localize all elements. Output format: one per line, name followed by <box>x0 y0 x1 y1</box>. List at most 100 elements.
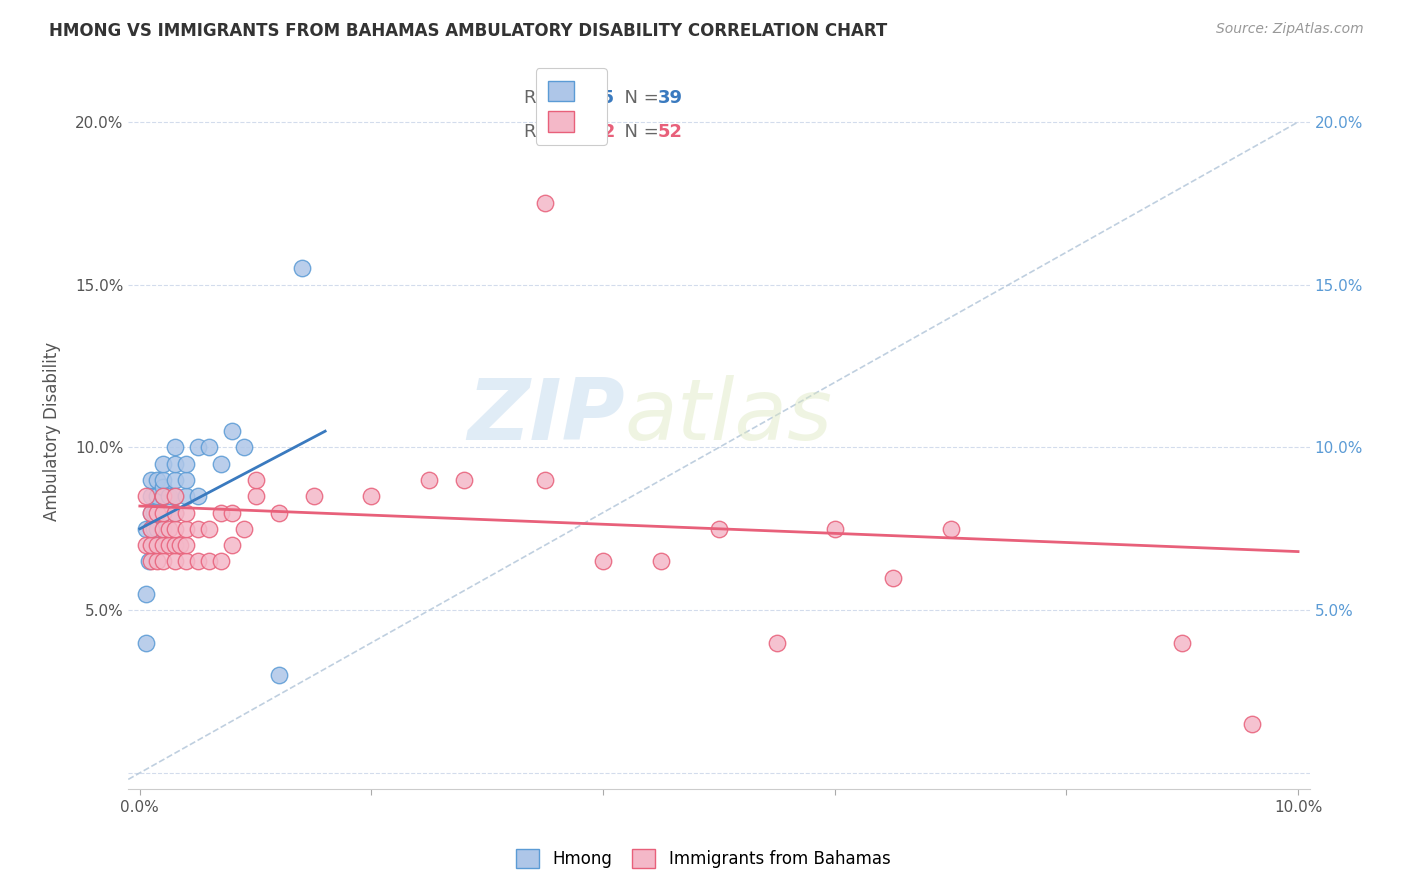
Point <box>187 489 209 503</box>
Point <box>146 522 169 536</box>
Point <box>174 489 197 503</box>
Point <box>141 489 163 503</box>
Point <box>152 489 174 503</box>
Point <box>146 473 169 487</box>
Text: 52: 52 <box>658 123 682 141</box>
Point <box>163 522 186 536</box>
Point <box>169 538 191 552</box>
Y-axis label: Ambulatory Disability: Ambulatory Disability <box>44 342 60 521</box>
Point <box>267 668 290 682</box>
Point <box>141 473 163 487</box>
Point <box>163 489 186 503</box>
Point <box>245 473 267 487</box>
Point <box>453 473 475 487</box>
Point <box>187 441 209 455</box>
Point <box>141 538 163 552</box>
Point <box>882 571 904 585</box>
Point <box>233 441 256 455</box>
Text: Source: ZipAtlas.com: Source: ZipAtlas.com <box>1216 22 1364 37</box>
Point <box>163 441 186 455</box>
Text: ZIP: ZIP <box>467 376 624 458</box>
Point <box>152 506 174 520</box>
Point <box>592 554 614 568</box>
Text: N =: N = <box>613 89 664 107</box>
Point <box>221 506 243 520</box>
Point <box>146 506 169 520</box>
Point <box>152 473 174 487</box>
Text: atlas: atlas <box>624 376 832 458</box>
Point <box>291 261 314 276</box>
Point <box>198 522 221 536</box>
Point <box>146 489 169 503</box>
Point <box>221 538 243 552</box>
Point <box>135 538 157 552</box>
Point <box>152 522 174 536</box>
Point <box>157 538 180 552</box>
Point <box>163 506 186 520</box>
Point <box>141 522 163 536</box>
Point <box>163 473 186 487</box>
Point <box>233 522 256 536</box>
Point <box>135 587 157 601</box>
Point <box>135 522 157 536</box>
Point <box>209 554 232 568</box>
Point <box>142 506 165 520</box>
Text: HMONG VS IMMIGRANTS FROM BAHAMAS AMBULATORY DISABILITY CORRELATION CHART: HMONG VS IMMIGRANTS FROM BAHAMAS AMBULAT… <box>49 22 887 40</box>
Point <box>939 522 962 536</box>
Point <box>141 554 163 568</box>
Point <box>174 522 197 536</box>
Text: R =: R = <box>524 89 562 107</box>
Point <box>824 522 846 536</box>
Point <box>146 506 169 520</box>
Point <box>163 538 186 552</box>
Point <box>209 506 232 520</box>
Point <box>1171 636 1194 650</box>
Point <box>152 457 174 471</box>
Point <box>152 489 174 503</box>
Point <box>138 554 160 568</box>
Point <box>267 506 290 520</box>
Point <box>534 473 557 487</box>
Point <box>146 554 169 568</box>
Point <box>142 538 165 552</box>
Point <box>174 506 197 520</box>
Point <box>142 522 165 536</box>
Point <box>650 554 672 568</box>
Point <box>209 457 232 471</box>
Point <box>141 506 163 520</box>
Point <box>174 473 197 487</box>
Point <box>245 489 267 503</box>
Point <box>141 506 163 520</box>
Point <box>198 554 221 568</box>
Point <box>174 554 197 568</box>
Point <box>152 554 174 568</box>
Point <box>141 538 163 552</box>
Point <box>418 473 440 487</box>
Point <box>157 489 180 503</box>
Point <box>135 489 157 503</box>
Legend:   ,   : , <box>536 68 607 145</box>
Point <box>141 522 163 536</box>
Point <box>174 538 197 552</box>
Point <box>198 441 221 455</box>
Text: 0.215: 0.215 <box>551 89 614 107</box>
Point <box>187 522 209 536</box>
Point <box>221 424 243 438</box>
Point <box>707 522 730 536</box>
Point <box>174 457 197 471</box>
Point <box>302 489 325 503</box>
Point <box>152 538 174 552</box>
Point <box>163 457 186 471</box>
Text: R =: R = <box>524 123 562 141</box>
Point <box>152 479 174 493</box>
Point <box>163 489 186 503</box>
Point <box>152 506 174 520</box>
Point <box>163 506 186 520</box>
Point <box>766 636 789 650</box>
Point <box>146 538 169 552</box>
Point <box>157 522 180 536</box>
Point <box>135 636 157 650</box>
Text: N =: N = <box>613 123 664 141</box>
Point <box>534 196 557 211</box>
Point <box>152 522 174 536</box>
